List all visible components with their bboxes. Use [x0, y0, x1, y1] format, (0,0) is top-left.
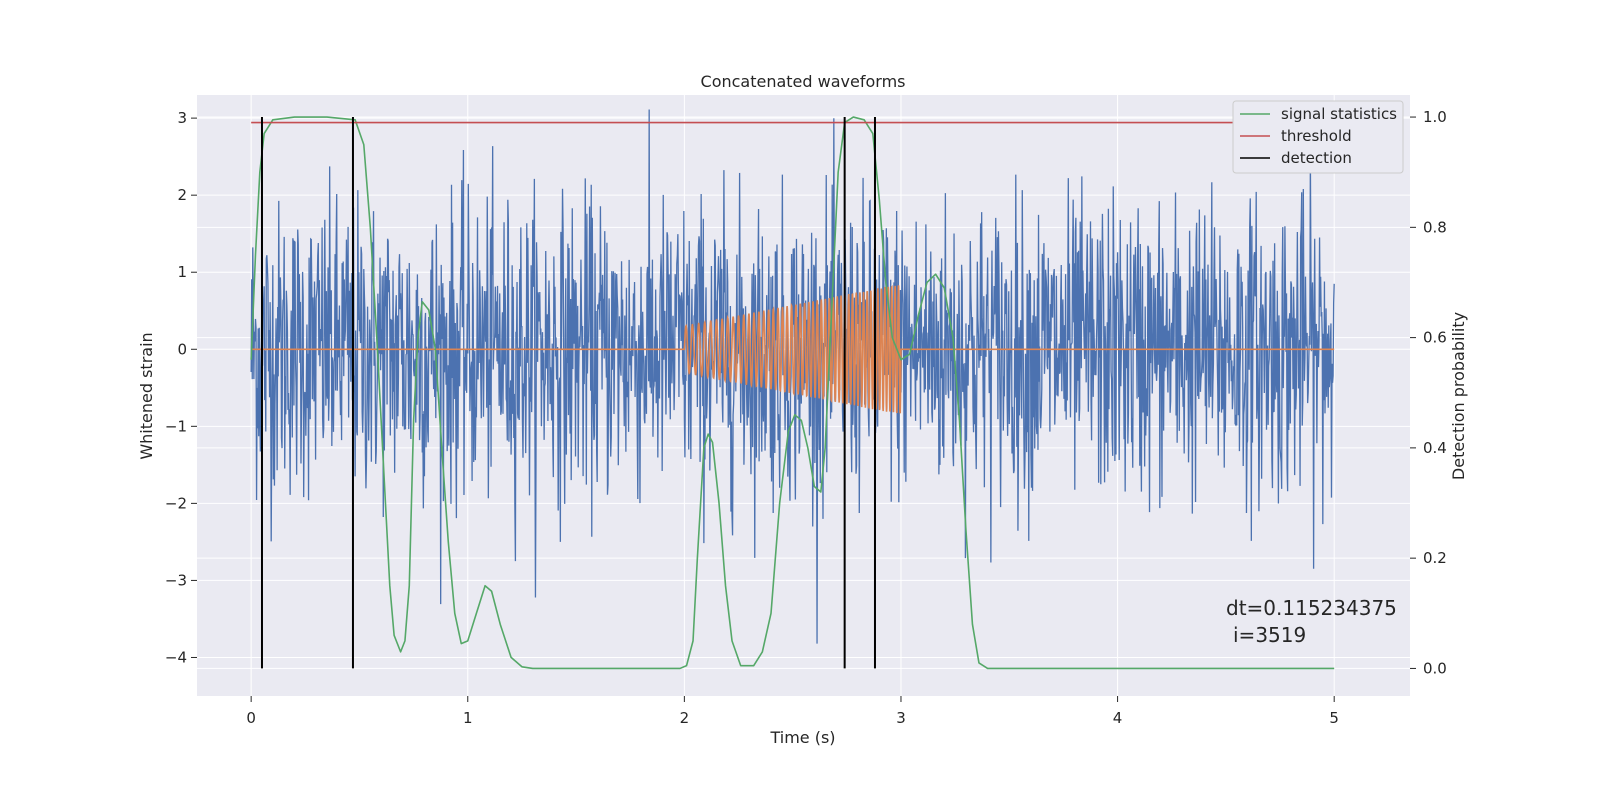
y-tick-label-0: 3 — [177, 109, 187, 127]
legend: signal statistics threshold detection — [1232, 100, 1404, 174]
x-tick-label-0: 0 — [246, 709, 256, 727]
left-axis: 3 2 1 0 −1 −2 −3 −4 — [165, 109, 197, 666]
x-axis-label: Time (s) — [769, 728, 835, 747]
y-right-tick-label-4: 0.2 — [1423, 549, 1447, 567]
legend-label-threshold: threshold — [1281, 127, 1352, 145]
y-tick-label-5: −2 — [165, 494, 187, 512]
y-axis-label: Whitened strain — [137, 332, 156, 459]
y-tick-label-1: 2 — [177, 186, 187, 204]
y-right-tick-label-5: 0.0 — [1423, 659, 1447, 677]
signal-statistics-series — [250, 116, 1335, 670]
annotation-i: i=3519 — [1233, 623, 1306, 647]
y-tick-label-3: 0 — [177, 340, 187, 358]
x-tick-label-3: 3 — [896, 709, 906, 727]
detection-series — [260, 117, 876, 669]
x-tick-label-4: 4 — [1113, 709, 1123, 727]
legend-label-signal-statistics: signal statistics — [1281, 105, 1397, 123]
y-right-tick-label-0: 1.0 — [1423, 108, 1447, 126]
x-tick-label-2: 2 — [680, 709, 690, 727]
right-axis-label: Detection probability — [1449, 312, 1468, 480]
annotation-dt: dt=0.115234375 — [1226, 596, 1397, 620]
x-axis: 0 1 2 3 4 5 — [246, 696, 1339, 727]
y-tick-label-4: −1 — [165, 417, 187, 435]
signal-statistics-line — [250, 116, 1335, 670]
y-tick-label-6: −3 — [165, 571, 187, 589]
y-tick-label-7: −4 — [165, 648, 187, 666]
chart-title: Concatenated waveforms — [701, 72, 906, 91]
template-series — [251, 284, 1335, 414]
x-tick-label-1: 1 — [463, 709, 473, 727]
y-tick-label-2: 1 — [177, 263, 187, 281]
y-right-tick-label-1: 0.8 — [1423, 218, 1447, 236]
x-tick-label-5: 5 — [1329, 709, 1339, 727]
y-right-tick-label-2: 0.6 — [1423, 329, 1447, 347]
y-right-tick-label-3: 0.4 — [1423, 439, 1447, 457]
legend-label-detection: detection — [1281, 149, 1352, 167]
right-axis: 1.0 0.8 0.6 0.4 0.2 0.0 — [1410, 108, 1447, 677]
template-line — [251, 284, 1335, 414]
legend-box — [1232, 100, 1404, 174]
